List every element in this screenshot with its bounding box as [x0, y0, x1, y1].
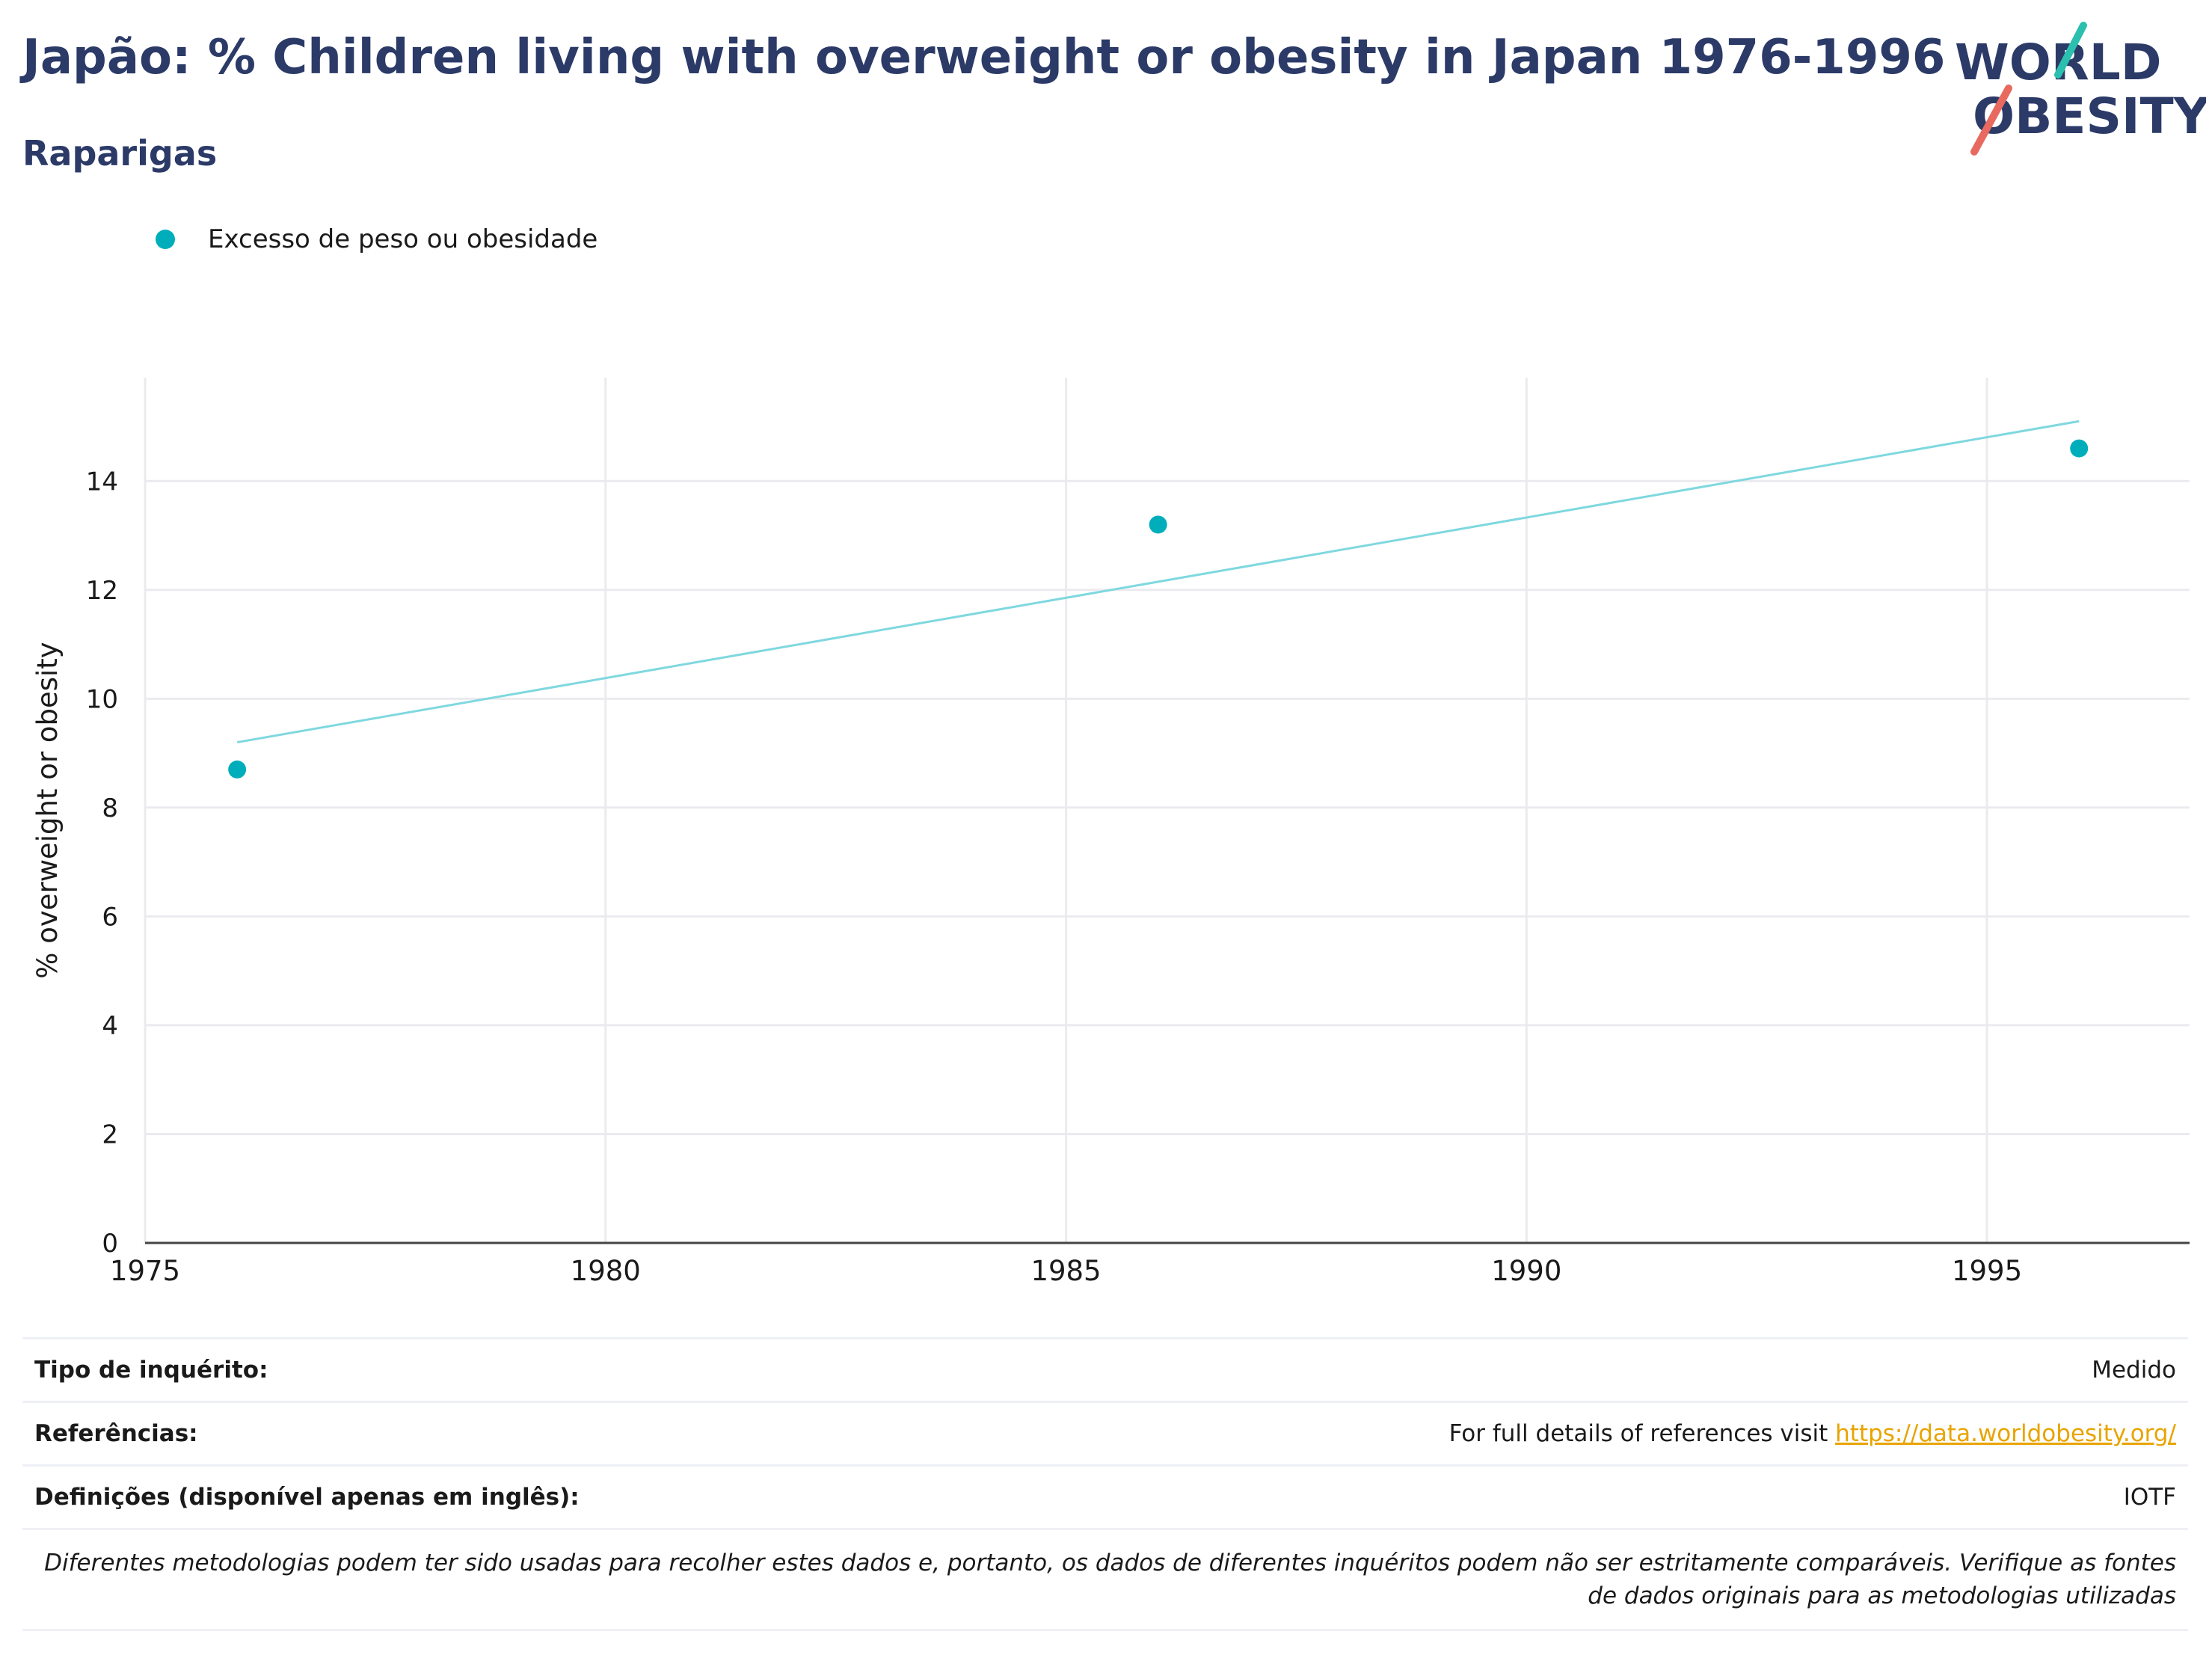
chart-title: Japão: % Children living with overweight… — [22, 30, 1946, 85]
survey-type-row: Tipo de inquérito: Medido — [22, 1337, 2188, 1401]
data-point — [2070, 439, 2089, 458]
logo-slash-teal — [2054, 22, 2087, 79]
scatter-chart: 0 2 4 6 8 10 12 14 1975 1980 1985 1990 1995 % overwe… — [31, 378, 2190, 1287]
legend[interactable]: Excesso de peso ou obesidade — [156, 224, 597, 254]
definitions-value: IOTF — [2123, 1484, 2176, 1511]
y-tick-label: 10 — [86, 684, 118, 714]
y-tick-label: 4 — [102, 1011, 118, 1041]
references-label: Referências: — [34, 1420, 198, 1447]
y-axis-label: % overweight or obesity — [31, 642, 64, 978]
x-tick-label: 1985 — [1030, 1255, 1101, 1287]
y-tick-label: 8 — [102, 793, 118, 823]
survey-type-label: Tipo de inquérito: — [34, 1357, 268, 1384]
definitions-row: Definições (disponível apenas em inglês)… — [22, 1464, 2188, 1528]
world-obesity-logo: WORLD OBESITY — [1955, 22, 2206, 156]
trendline-group — [236, 420, 2080, 744]
logo-word-world: WORLD — [1955, 34, 2162, 91]
survey-type-value: Medido — [2092, 1357, 2176, 1384]
legend-marker — [156, 230, 175, 249]
y-tick-label: 12 — [86, 576, 118, 606]
data-point — [1149, 515, 1167, 534]
logo-word-obesity: OBESITY — [1973, 87, 2206, 145]
logo-slash-red — [1970, 85, 2012, 156]
gridlines — [144, 378, 2190, 1244]
chart-subtitle: Raparigas — [22, 133, 218, 174]
definitions-label: Definições (disponível apenas em inglês)… — [34, 1484, 580, 1511]
tick-labels: 0 2 4 6 8 10 12 14 1975 1980 1985 1990 1995 — [86, 467, 2022, 1287]
methodology-note: Diferentes metodologias podem ter sido u… — [22, 1528, 2188, 1631]
y-tick-label: 6 — [102, 902, 118, 932]
references-link[interactable]: https://data.worldobesity.org/ — [1835, 1420, 2176, 1447]
x-tick-label: 1990 — [1491, 1255, 1561, 1287]
trendline — [236, 420, 2080, 744]
y-tick-label: 14 — [86, 467, 118, 497]
legend-label: Excesso de peso ou obesidade — [208, 224, 598, 254]
x-tick-label: 1980 — [571, 1255, 641, 1287]
metadata-table: Tipo de inquérito: Medido Referências: F… — [22, 1337, 2188, 1631]
x-tick-label: 1995 — [1952, 1255, 2022, 1287]
y-tick-label: 2 — [102, 1120, 118, 1149]
y-tick-label: 0 — [102, 1229, 118, 1259]
x-tick-label: 1975 — [110, 1255, 180, 1287]
data-point — [228, 760, 247, 779]
data-points — [228, 439, 2089, 779]
references-row: Referências: For full details of referen… — [22, 1401, 2188, 1464]
references-value: For full details of references visit htt… — [1449, 1420, 2176, 1447]
references-text: For full details of references visit — [1448, 1420, 1836, 1447]
